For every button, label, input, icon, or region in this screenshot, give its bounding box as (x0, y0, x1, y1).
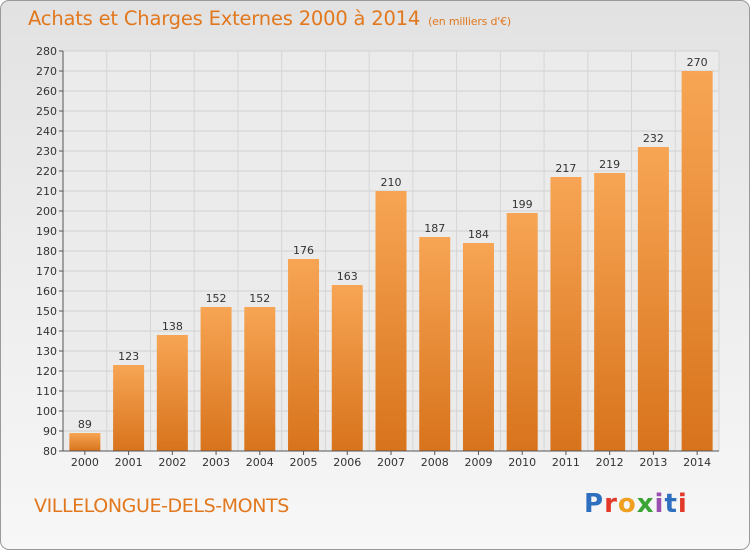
bar-2001 (113, 365, 145, 451)
data-label-2010: 199 (512, 198, 533, 211)
x-tick-label: 2008 (421, 456, 449, 469)
logo-letter: P (584, 489, 605, 519)
data-label-2003: 152 (206, 292, 227, 305)
data-label-2002: 138 (162, 320, 183, 333)
data-label-2008: 187 (424, 222, 445, 235)
data-label-2005: 176 (293, 244, 314, 257)
y-tick-label: 190 (36, 225, 57, 238)
x-tick-label: 2006 (333, 456, 361, 469)
bar-2014 (681, 71, 713, 451)
y-tick-label: 80 (43, 445, 57, 458)
logo-letter: i (654, 489, 665, 519)
logo-letter: x (636, 489, 655, 519)
data-label-2001: 123 (118, 350, 139, 363)
chart-title: Achats et Charges Externes 2000 à 2014 (e… (28, 7, 511, 30)
bar-2013 (637, 147, 669, 451)
logo-letter: r (604, 489, 618, 519)
data-label-2000: 89 (78, 418, 92, 431)
bar-2012 (594, 173, 626, 451)
chart-subtitle: (en milliers d'€) (428, 15, 511, 28)
data-label-2007: 210 (381, 176, 402, 189)
bar-2007 (375, 191, 407, 451)
bar-2005 (288, 259, 320, 451)
y-tick-label: 210 (36, 185, 57, 198)
y-tick-label: 260 (36, 85, 57, 98)
x-tick-label: 2012 (596, 456, 624, 469)
x-tick-label: 2005 (290, 456, 318, 469)
y-tick-label: 100 (36, 405, 57, 418)
bar-2006 (331, 285, 363, 451)
y-tick-label: 110 (36, 385, 57, 398)
y-tick-label: 230 (36, 145, 57, 158)
logo-letter: t (664, 489, 678, 519)
y-tick-label: 90 (43, 425, 57, 438)
bars (69, 71, 713, 451)
logo-letter: i (677, 489, 688, 519)
x-tick-label: 2001 (115, 456, 143, 469)
bar-2004 (244, 307, 276, 451)
x-tick-label: 2010 (508, 456, 536, 469)
bar-2011 (550, 177, 582, 451)
data-label-2011: 217 (555, 162, 576, 175)
chart-title-text: Achats et Charges Externes 2000 à 2014 (28, 7, 421, 30)
bar-2000 (69, 433, 101, 451)
x-tick-label: 2007 (377, 456, 405, 469)
data-label-2009: 184 (468, 228, 489, 241)
x-tick-label: 2011 (552, 456, 580, 469)
y-tick-label: 150 (36, 305, 57, 318)
data-label-2006: 163 (337, 270, 358, 283)
data-label-2014: 270 (687, 56, 708, 69)
bar-2002 (156, 335, 188, 451)
x-tick-label: 2004 (246, 456, 274, 469)
y-tick-label: 180 (36, 245, 57, 258)
y-tick-label: 270 (36, 65, 57, 78)
axes: 80 90 100 110 120 130 140 150 160 170 180 190 200 210… (36, 45, 719, 469)
y-tick-label: 120 (36, 365, 57, 378)
y-tick-label: 220 (36, 165, 57, 178)
x-tick-label: 2009 (464, 456, 492, 469)
y-tick-label: 240 (36, 125, 57, 138)
place-name: VILLELONGUE-DELS-MONTS (34, 495, 289, 517)
y-tick-label: 140 (36, 325, 57, 338)
y-tick-label: 250 (36, 105, 57, 118)
data-labels: 89 123 138 152 152 176 163 210 187 184 199 217 219 23… (78, 56, 708, 431)
bar-2003 (200, 307, 232, 451)
x-tick-label: 2014 (683, 456, 711, 469)
bar-2009 (462, 243, 494, 451)
y-tick-label: 170 (36, 265, 57, 278)
data-label-2004: 152 (249, 292, 270, 305)
y-tick-label: 130 (36, 345, 57, 358)
logo-letter: o (617, 489, 637, 519)
proxiti-logo[interactable]: Proxiti (584, 489, 688, 519)
x-tick-label: 2002 (158, 456, 186, 469)
y-tick-label: 280 (36, 45, 57, 58)
data-label-2013: 232 (643, 132, 664, 145)
x-tick-label: 2000 (71, 456, 99, 469)
y-tick-label: 160 (36, 285, 57, 298)
x-tick-label: 2003 (202, 456, 230, 469)
bar-2010 (506, 213, 538, 451)
x-tick-label: 2013 (639, 456, 667, 469)
data-label-2012: 219 (599, 158, 620, 171)
y-tick-label: 200 (36, 205, 57, 218)
bar-2008 (419, 237, 451, 451)
